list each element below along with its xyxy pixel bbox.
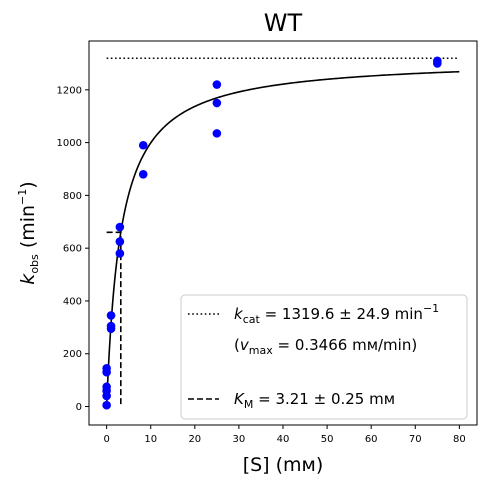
legend-kcat-label: kcat = 1319.6 ± 24.9 min−1 — [234, 302, 439, 326]
x-tick-label: 70 — [409, 434, 422, 445]
y-tick-label: 1000 — [57, 138, 82, 149]
y-tick-label: 200 — [63, 349, 82, 360]
data-point — [115, 237, 125, 246]
data-point — [212, 80, 222, 89]
data-point — [106, 321, 116, 331]
data-point — [433, 56, 442, 66]
y-axis-label-text: kobs (min−1) — [16, 181, 41, 284]
y-axis-label: kobs (min−1) — [16, 181, 41, 284]
y-tick-label: 1200 — [57, 85, 82, 96]
legend-box — [180, 294, 468, 420]
y-tick-label: 400 — [63, 296, 82, 307]
legend-km-label: KM = 3.21 ± 0.25 mм — [234, 390, 395, 411]
x-tick-label: 60 — [365, 434, 378, 445]
data-point — [102, 363, 111, 373]
legend: kcat = 1319.6 ± 24.9 min−1 (vmax = 0.3466… — [180, 294, 468, 420]
plot-content — [102, 56, 460, 410]
km-dashed-line — [106, 231, 122, 407]
data-point — [106, 311, 116, 320]
data-point — [115, 222, 125, 232]
data-point — [138, 140, 148, 150]
data-point — [102, 382, 111, 392]
data-point — [138, 169, 148, 179]
chart-title: WT — [264, 9, 303, 37]
plot-frame — [88, 40, 478, 426]
data-point — [115, 249, 125, 258]
data-point — [212, 98, 222, 108]
x-axis-label: [S] (mм) — [243, 454, 324, 476]
y-tick-label: 0 — [76, 402, 82, 413]
y-tick-label: 800 — [63, 191, 82, 202]
x-tick-label: 80 — [453, 434, 466, 445]
x-tick-label: 40 — [277, 434, 290, 445]
x-tick-label: 20 — [188, 434, 201, 445]
x-tick-label: 0 — [103, 434, 109, 445]
michaelis-menten-fit-curve — [105, 70, 460, 407]
x-tick-label: 10 — [144, 434, 157, 445]
legend-vmax-label: (vmax = 0.3466 mм/min) — [234, 336, 417, 357]
data-point — [212, 129, 222, 138]
y-tick-label: 600 — [63, 244, 82, 255]
x-tick-label: 30 — [233, 434, 246, 445]
x-tick-label: 50 — [321, 434, 334, 445]
data-point — [102, 400, 111, 410]
